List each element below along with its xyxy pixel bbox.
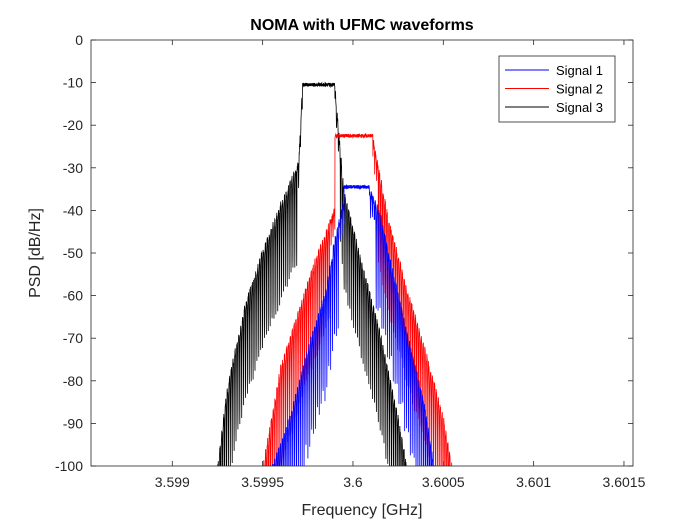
x-tick-label: 3.6005 [422, 474, 465, 490]
x-tick-label: 3.5995 [241, 474, 284, 490]
y-tick-label: -10 [63, 75, 83, 91]
legend-label-3: Signal 3 [556, 100, 603, 115]
chart-title: NOMA with UFMC waveforms [250, 17, 474, 34]
x-axis-label: Frequency [GHz] [302, 502, 423, 519]
y-tick-label: -100 [55, 458, 83, 474]
y-tick-label: -90 [63, 415, 83, 431]
legend-label-2: Signal 2 [556, 82, 603, 97]
legend-label-1: Signal 1 [556, 63, 603, 78]
y-tick-label: -80 [63, 373, 83, 389]
series-line-2 [263, 132, 453, 466]
y-tick-label: -40 [63, 202, 83, 218]
x-tick-label: 3.601 [516, 474, 551, 490]
y-tick-label: -50 [63, 245, 83, 261]
x-tick-label: 3.599 [155, 474, 190, 490]
x-tick-label: 3.6 [343, 474, 363, 490]
y-tick-label: -30 [63, 160, 83, 176]
y-tick-label: -60 [63, 288, 83, 304]
y-tick-label: 0 [75, 32, 83, 48]
y-axis-label: PSD [dB/Hz] [27, 208, 44, 298]
y-tick-label: -70 [63, 330, 83, 346]
series-line-3 [217, 81, 407, 466]
y-tick-label: -20 [63, 117, 83, 133]
x-tick-label: 3.6015 [603, 474, 646, 490]
series-line-1 [272, 184, 435, 466]
